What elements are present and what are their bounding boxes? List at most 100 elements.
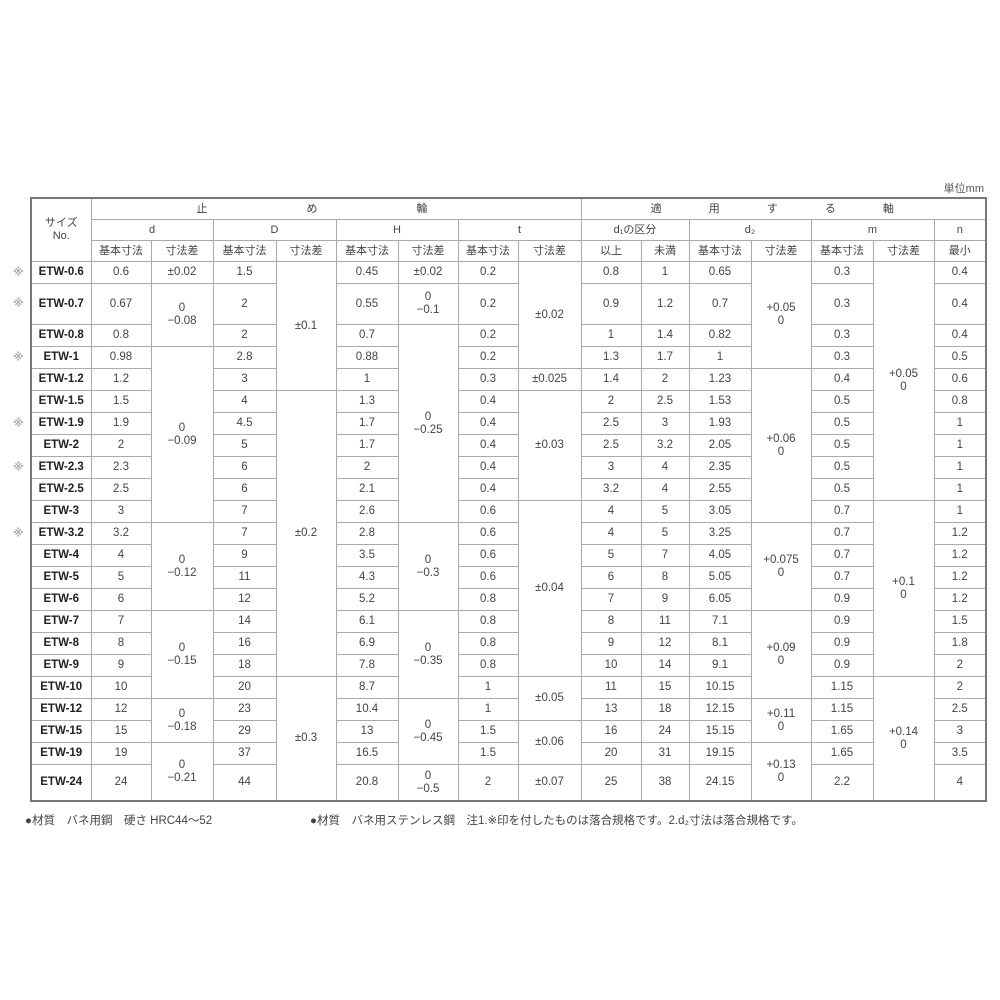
tolerance-line: ±0.1 (294, 319, 318, 332)
size-cell: ETW-3 (30, 500, 92, 523)
cell-m: 0.9 (810, 588, 874, 611)
size-no: ETW-2.3 (38, 461, 84, 473)
cell-d2: 1.23 (688, 368, 752, 391)
tolerance-t: ±0.06 (517, 720, 582, 765)
sub-basic: 基本寸法 (688, 240, 752, 262)
cell-H: 16.5 (335, 742, 399, 765)
size-cell: ETW-3.2 ※ (13, 522, 92, 545)
tolerance-d: 0 −0.08 (150, 283, 214, 347)
mark-icon: ※ (13, 297, 24, 310)
cell-t: 1 (457, 676, 519, 699)
header-d2: d₂ (688, 219, 812, 241)
tolerance-line: ±0.025 (531, 373, 568, 385)
cell-D: 5 (212, 434, 277, 457)
cell-m: 1.15 (810, 676, 874, 699)
cell-n: 0.4 (933, 324, 987, 347)
cell-t: 2 (457, 764, 519, 802)
tolerance-d: 0 −0.18 (150, 698, 214, 743)
cell-d1-max: 5 (640, 500, 690, 523)
cell-H: 4.3 (335, 566, 399, 589)
cell-d1-max: 9 (640, 588, 690, 611)
tolerance-line: −0.1 (416, 304, 440, 316)
cell-m: 0.5 (810, 412, 874, 435)
header-m: m (810, 219, 935, 241)
cell-d: 24 (90, 764, 152, 802)
cell-t: 0.8 (457, 588, 519, 611)
sub-tol: 寸法差 (517, 240, 582, 262)
cell-d2: 4.05 (688, 544, 752, 567)
cell-d1-max: 1.7 (640, 346, 690, 369)
cell-d1-min: 2.5 (580, 412, 642, 435)
cell-n: 0.5 (933, 346, 987, 369)
cell-d: 6 (90, 588, 152, 611)
tolerance-H: 0 −0.1 (397, 283, 459, 325)
tolerance-d2: +0.11 0 (750, 698, 812, 743)
cell-H: 0.55 (335, 283, 399, 325)
tolerance-d2: +0.075 0 (750, 522, 812, 611)
cell-d1-min: 25 (580, 764, 642, 802)
cell-d2: 15.15 (688, 720, 752, 743)
cell-d: 7 (90, 610, 152, 633)
note-material-stainless: ●材質 バネ用ステンレス鋼 注1.※印を付したものは落合規格です。2.d₂寸法は… (310, 815, 803, 827)
tolerance-line: ±0.04 (535, 582, 564, 594)
header-retaining-ring: 止 め 輪 (90, 197, 582, 220)
cell-t: 0.2 (457, 261, 519, 284)
tolerance-line: +0.05 (766, 302, 796, 314)
tolerance-line: 0 (424, 291, 432, 303)
tolerance-t: ±0.03 (517, 390, 582, 501)
cell-d1-max: 8 (640, 566, 690, 589)
cell-d1-max: 4 (640, 478, 690, 501)
cell-d1-max: 5 (640, 522, 690, 545)
cell-H: 2.1 (335, 478, 399, 501)
tolerance-line: ±0.02 (167, 266, 197, 278)
cell-d: 2.3 (90, 456, 152, 479)
cell-n: 1.5 (933, 610, 987, 633)
tolerance-line: −0.08 (167, 315, 197, 327)
cell-n: 1 (933, 434, 987, 457)
mark-icon: ※ (13, 417, 24, 429)
tolerance-t: ±0.04 (517, 500, 582, 677)
cell-d1-min: 2.5 (580, 434, 642, 457)
cell-d2: 1 (688, 346, 752, 369)
cell-d1-min: 3 (580, 456, 642, 479)
tolerance-t: ±0.025 (517, 368, 582, 391)
tolerance-d: 0 −0.12 (150, 522, 214, 611)
cell-H: 7.8 (335, 654, 399, 677)
cell-d1-max: 31 (640, 742, 690, 765)
tolerance-line: 0 (777, 654, 785, 667)
size-cell: ETW-8 (30, 632, 92, 655)
cell-m: 0.5 (810, 478, 874, 501)
sub-tol: 寸法差 (275, 240, 337, 262)
size-cell: ETW-24 (30, 764, 92, 802)
tolerance-line: +0.14 (888, 725, 919, 738)
tolerance-d: 0 −0.15 (150, 610, 214, 699)
tolerance-m: +0.05 0 (872, 261, 935, 501)
cell-d1-max: 1.4 (640, 324, 690, 347)
cell-H: 2.8 (335, 522, 399, 545)
size-cell: ETW-7 (30, 610, 92, 633)
cell-n: 0.8 (933, 390, 987, 413)
cell-t: 0.8 (457, 610, 519, 633)
cell-n: 1 (933, 456, 987, 479)
cell-H: 13 (335, 720, 399, 743)
cell-d1-min: 13 (580, 698, 642, 721)
cell-t: 0.3 (457, 368, 519, 391)
table-row: ETW-8 8 16 6.9 0.8 9 12 8.1 0.9 1.8 (30, 632, 987, 655)
size-no: ETW-0.7 (38, 297, 84, 310)
tolerance-line: ±0.07 (535, 776, 564, 788)
table-row: ETW-0.7 ※ 0.67 0 −0.08 2 0.55 0 −0.1 0.2 0.9 1.2 0.7… (13, 283, 987, 347)
tolerance-m: +0.1 0 (872, 500, 935, 677)
size-no: ETW-3.2 (38, 527, 84, 539)
sub-max-excl: 未満 (640, 240, 690, 262)
cell-d1-min: 6 (580, 566, 642, 589)
table-row: ETW-7 7 0 −0.15 14 6.1 0 −0.35 0.8 8 11 7.1 +0.09 0 0.… (30, 610, 987, 699)
cell-d: 3.2 (90, 522, 152, 545)
cell-d2: 8.1 (688, 632, 752, 655)
size-cell: ETW-2.3 ※ (13, 456, 92, 479)
cell-n: 2 (933, 654, 987, 677)
sub-basic: 基本寸法 (457, 240, 519, 262)
size-no: ETW-0.6 (38, 266, 84, 278)
cell-d1-max: 14 (640, 654, 690, 677)
tolerance-D: ±0.2 (275, 390, 337, 677)
header-H: H (335, 219, 459, 241)
